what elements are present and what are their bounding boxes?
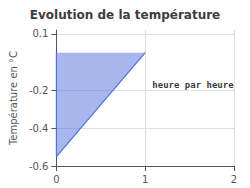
svg-text:-0.4: -0.4 <box>29 123 49 134</box>
svg-text:2: 2 <box>231 174 237 185</box>
svg-text:-0.2: -0.2 <box>29 85 49 96</box>
svg-text:0.1: 0.1 <box>33 28 49 39</box>
svg-text:0: 0 <box>53 174 59 185</box>
svg-text:1: 1 <box>142 174 148 185</box>
svg-text:Température en °C: Température en °C <box>8 51 19 146</box>
svg-text:Evolution de la température: Evolution de la température <box>30 8 221 22</box>
svg-text:heure par heure: heure par heure <box>152 80 234 90</box>
svg-text:-0.6: -0.6 <box>29 161 49 172</box>
